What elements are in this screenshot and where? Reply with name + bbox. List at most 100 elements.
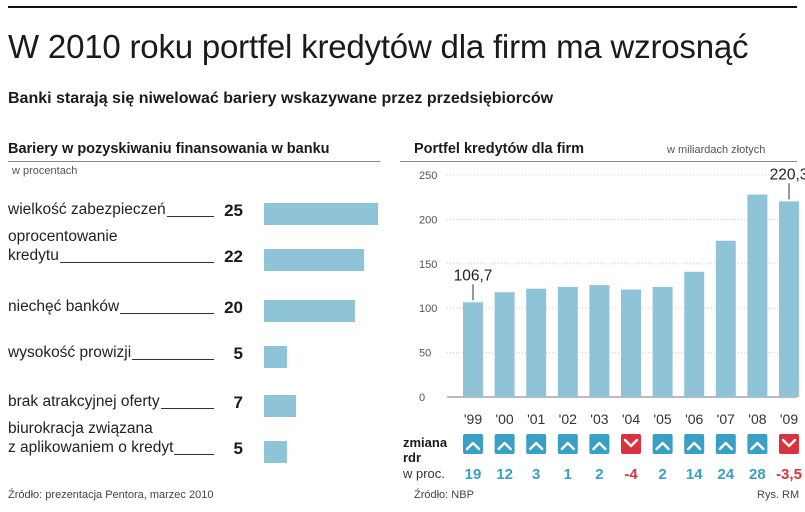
- barrier-value: 5: [233, 344, 243, 363]
- barrier-label-line: wielkość zabezpieczeń: [8, 201, 166, 218]
- change-value: 14: [686, 466, 703, 483]
- x-tick-label: '99: [464, 411, 482, 427]
- top-rule: [8, 6, 797, 8]
- x-tick-label: '07: [717, 411, 735, 427]
- bar: [463, 302, 483, 397]
- change-value: -3,5: [776, 466, 802, 483]
- barrier-value: 22: [224, 247, 243, 266]
- leader-line: [166, 216, 214, 217]
- change-value: 28: [749, 466, 766, 483]
- leader-line: [120, 313, 214, 314]
- x-tick-label: '09: [780, 411, 798, 427]
- change-value: 24: [717, 466, 734, 483]
- chevron-up-icon: [750, 441, 765, 451]
- change-value: 19: [465, 466, 482, 483]
- increase-arrow-icon: [589, 434, 610, 454]
- bar: [652, 286, 673, 397]
- left-source: Źródło: prezentacja Pentora, marzec 2010: [8, 489, 214, 501]
- barrier-value: 7: [233, 393, 243, 412]
- change-value: 1: [564, 466, 572, 483]
- increase-arrow-icon: [526, 434, 547, 454]
- change-value: 3: [532, 466, 540, 483]
- right-panel-title: Portfel kredytów dla firm: [414, 141, 585, 157]
- x-tick-label: '04: [622, 411, 640, 427]
- x-tick-label: '05: [653, 411, 671, 427]
- left-panel-rule: [8, 161, 380, 162]
- right-panel-unit: w miliardach złotych: [667, 144, 766, 156]
- barrier-bar: [264, 203, 378, 225]
- page-subtitle: Banki starają się niwelować bariery wska…: [8, 90, 554, 107]
- y-tick-label: 100: [419, 303, 437, 315]
- page-title: W 2010 roku portfel kredytów dla firm ma…: [8, 28, 749, 65]
- increase-arrow-icon: [652, 434, 673, 454]
- y-tick-label: 0: [419, 392, 425, 404]
- increase-arrow-icon: [557, 434, 578, 454]
- barrier-value: 5: [233, 439, 243, 458]
- x-tick-label: '02: [559, 411, 577, 427]
- bar: [715, 240, 736, 397]
- right-panel-rule: [400, 161, 797, 162]
- left-panel-unit: w procentach: [12, 165, 78, 177]
- change-label-line2: rdr: [403, 450, 422, 465]
- x-tick-label: '00: [495, 411, 513, 427]
- decrease-arrow-icon: [779, 434, 799, 454]
- increase-arrow-icon: [463, 434, 483, 454]
- barrier-bar: [264, 346, 287, 368]
- barrier-value: 20: [224, 298, 243, 317]
- x-tick-label: '08: [748, 411, 766, 427]
- barrier-label: wielkość zabezpieczeń: [8, 200, 166, 219]
- x-tick-label: '03: [590, 411, 608, 427]
- chevron-up-icon: [465, 441, 481, 451]
- change-value: 12: [496, 466, 513, 483]
- bar: [589, 285, 610, 397]
- left-panel-title: Bariery w pozyskiwaniu finansowania w ba…: [8, 141, 330, 157]
- increase-arrow-icon: [747, 434, 768, 454]
- barrier-label-line: oprocentowanie: [8, 228, 118, 245]
- barrier-value: 25: [224, 201, 243, 220]
- change-value: 2: [595, 466, 603, 483]
- chevron-up-icon: [529, 441, 544, 451]
- decrease-arrow-icon: [621, 434, 641, 454]
- change-label-line1: zmiana: [403, 435, 448, 450]
- barrier-label-line: wysokość prowizji: [8, 344, 132, 361]
- bar: [557, 286, 578, 397]
- change-unit: w proc.: [403, 466, 445, 481]
- chevron-up-icon: [497, 441, 512, 451]
- annotation-label: 106,7: [454, 267, 493, 284]
- bar: [494, 292, 515, 397]
- y-tick-label: 250: [419, 170, 437, 182]
- chevron-up-icon: [655, 441, 670, 451]
- barrier-bar: [264, 395, 296, 417]
- y-tick-label: 200: [419, 214, 437, 226]
- change-label: zmiana rdr: [403, 435, 447, 465]
- leader-line: [132, 359, 214, 360]
- barrier-label-line: niechęć banków: [8, 298, 120, 315]
- bar: [779, 201, 799, 397]
- graphic-credit: Rys. RM: [757, 489, 800, 501]
- y-tick-label: 150: [419, 259, 437, 271]
- barrier-label: niechęć banków: [8, 297, 119, 316]
- barrier-bar: [264, 300, 356, 322]
- increase-arrow-icon: [715, 434, 736, 454]
- x-tick-label: '06: [685, 411, 703, 427]
- barrier-label-line: biurokracja związana: [8, 420, 153, 437]
- barrier-bar: [264, 249, 365, 271]
- change-value: -4: [624, 466, 638, 483]
- chevron-up-icon: [592, 441, 607, 451]
- barrier-bar: [264, 441, 287, 463]
- chevron-down-icon: [781, 438, 797, 448]
- bar: [684, 271, 705, 397]
- y-tick-label: 50: [419, 348, 431, 360]
- chevron-up-icon: [718, 441, 733, 451]
- bar: [526, 288, 547, 397]
- chevron-down-icon: [623, 438, 639, 448]
- right-source: Źródło: NBP: [414, 489, 474, 501]
- leader-line: [174, 454, 214, 455]
- bar: [747, 194, 768, 397]
- barrier-label: wysokość prowizji: [8, 343, 131, 362]
- barrier-label-line: z aplikowaniem o kredyt: [8, 439, 174, 456]
- change-value: 2: [658, 466, 666, 483]
- increase-arrow-icon: [494, 434, 515, 454]
- annotation-label: 220,3: [770, 166, 805, 183]
- leader-line: [160, 408, 214, 409]
